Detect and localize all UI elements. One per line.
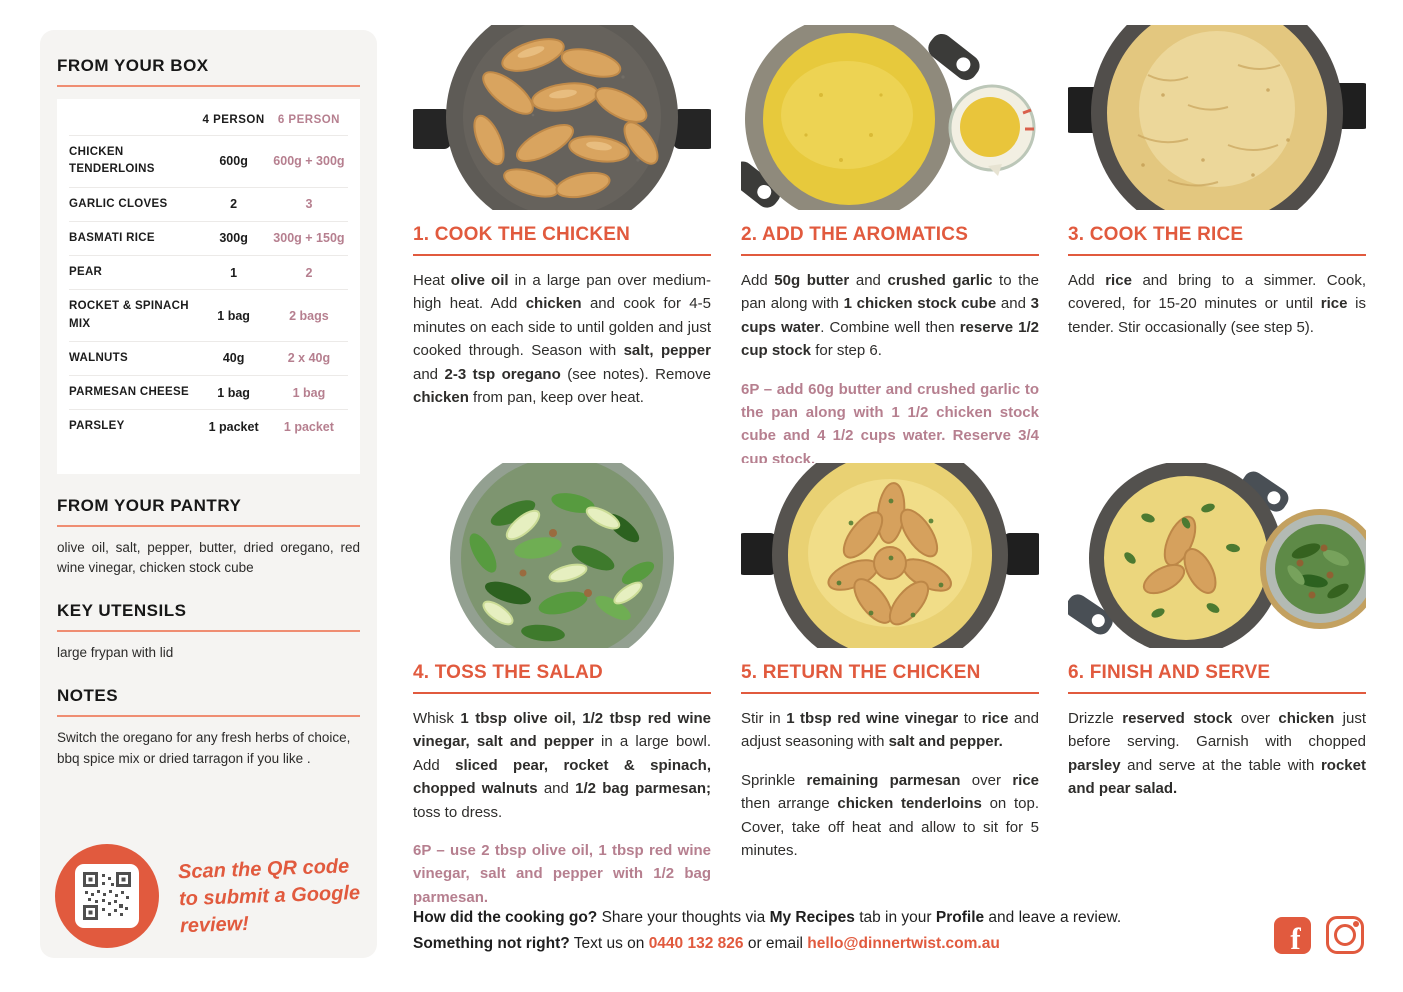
footer-feedback-line: How did the cooking go? Share your thoug… — [413, 909, 1122, 926]
chicken-in-pan-photo — [413, 25, 711, 210]
instagram-flash-dot — [1353, 921, 1359, 927]
step-6-instructions: Drizzle reserved stock over chicken just… — [1068, 710, 1366, 798]
social-links: f — [1274, 916, 1364, 954]
ingredients-table: 4 PERSON 6 PERSON CHICKEN TENDERLOINS 60… — [57, 99, 360, 474]
step-5-photo — [741, 463, 1039, 648]
table-row: WALNUTS 40g 2 x 40g — [69, 340, 348, 375]
table-header-row: 4 PERSON 6 PERSON — [69, 103, 348, 135]
stock-pot-photo — [741, 25, 1039, 210]
facebook-icon[interactable]: f — [1274, 916, 1311, 954]
qr-code — [75, 864, 139, 928]
qr-caption: Scan the QR code to submit a Google revi… — [177, 854, 361, 937]
google-review-block: Scan the QR code to submit a Google revi… — [55, 844, 367, 948]
step-2-photo — [741, 25, 1039, 210]
step-5-instructions-2: Sprinkle remaining parmesan over rice th… — [741, 771, 1040, 859]
instagram-lens-ring — [1334, 924, 1356, 946]
step-1: 1. COOK THE CHICKEN Heat olive oil in a … — [413, 25, 711, 424]
key-utensils-title: KEY UTENSILS — [57, 601, 360, 633]
step-2-title: 2. ADD THE AROMATICS — [741, 224, 1039, 256]
instagram-icon[interactable] — [1326, 916, 1364, 954]
table-row: ROCKET & SPINACH MIX 1 bag 2 bags — [69, 289, 348, 341]
footer-contact-mid: or email — [743, 935, 808, 953]
table-row: PARSLEY 1 packet 1 packet — [69, 409, 348, 443]
qr-code-icon — [83, 872, 131, 920]
step-6: 6. FINISH AND SERVE Drizzle reserved sto… — [1068, 463, 1366, 816]
from-your-box-title: FROM YOUR BOX — [57, 56, 360, 87]
phone-number[interactable]: 0440 132 826 — [648, 935, 744, 953]
footer-contact-prefix: Something not right? Text us on — [413, 935, 649, 953]
table-row: PARMESAN CHEESE 1 bag 1 bag — [69, 375, 348, 409]
from-your-pantry-title: FROM YOUR PANTRY — [57, 496, 360, 527]
step-6-photo — [1068, 463, 1366, 648]
notes-section: NOTES Switch the oregano for any fresh h… — [57, 686, 360, 770]
step-5-instructions: Stir in 1 tbsp red wine vinegar to rice … — [741, 710, 1039, 751]
step-4-photo — [413, 463, 711, 648]
table-row: BASMATI RICE 300g 300g + 150g — [69, 220, 348, 255]
step-2: 2. ADD THE AROMATICS Add 50g butter and … — [741, 25, 1039, 486]
step-5-title: 5. RETURN THE CHICKEN — [741, 662, 1039, 694]
col-header-6-person: 6 PERSON — [277, 114, 340, 126]
step-1-instructions: Heat olive oil in a large pan over mediu… — [413, 272, 711, 406]
step-4-6p-variation: 6P – use 2 tbsp olive oil, 1 tbsp red wi… — [413, 841, 711, 906]
notes-text: Switch the oregano for any fresh herbs o… — [57, 730, 351, 767]
utensils-text: large frypan with lid — [57, 645, 174, 661]
table-row: GARLIC CLOVES 2 3 — [69, 186, 348, 221]
step-4-instructions: Whisk 1 tbsp olive oil, 1/2 tbsp red win… — [413, 710, 712, 821]
step-1-photo — [413, 25, 711, 210]
step-5: 5. RETURN THE CHICKEN Stir in 1 tbsp red… — [741, 463, 1039, 877]
finished-dish-photo — [1068, 463, 1366, 648]
rice-with-chicken-pan-photo — [741, 463, 1039, 648]
from-your-pantry-section: FROM YOUR PANTRY olive oil, salt, pepper… — [57, 496, 360, 580]
email-link[interactable]: hello@dinnertwist.com.au — [807, 935, 1000, 953]
footer: How did the cooking go? Share your thoug… — [413, 905, 1223, 958]
step-3-title: 3. COOK THE RICE — [1068, 224, 1366, 256]
notes-title: NOTES — [57, 686, 360, 718]
from-your-box-section: FROM YOUR BOX 4 PERSON 6 PERSON CHICKEN … — [57, 56, 360, 474]
table-row: CHICKEN TENDERLOINS 600g 600g + 300g — [69, 135, 348, 187]
step-3-instructions: Add rice and bring to a simmer. Cook, co… — [1068, 272, 1366, 336]
step-3: 3. COOK THE RICE Add rice and bring to a… — [1068, 25, 1366, 354]
rice-pan-photo — [1068, 25, 1366, 210]
table-row: PEAR 1 2 — [69, 255, 348, 289]
key-utensils-section: KEY UTENSILS large frypan with lid — [57, 601, 360, 664]
step-4-title: 4. TOSS THE SALAD — [413, 662, 711, 694]
footer-contact-line: Something not right? Text us on 0440 132… — [413, 931, 1223, 957]
salad-bowl-photo — [413, 463, 711, 648]
pantry-items: olive oil, salt, pepper, butter, dried o… — [57, 539, 360, 576]
step-1-title: 1. COOK THE CHICKEN — [413, 224, 711, 256]
ingredients-sidebar: FROM YOUR BOX 4 PERSON 6 PERSON CHICKEN … — [40, 30, 377, 958]
step-2-6p-variation: 6P – add 60g butter and crushed garlic t… — [741, 380, 1039, 468]
step-3-photo — [1068, 25, 1366, 210]
step-2-instructions: Add 50g butter and crushed garlic to the… — [741, 272, 1040, 360]
step-6-title: 6. FINISH AND SERVE — [1068, 662, 1366, 694]
col-header-4-person: 4 PERSON — [202, 114, 265, 126]
step-4: 4. TOSS THE SALAD Whisk 1 tbsp olive oil… — [413, 463, 711, 924]
qr-circle-badge — [55, 844, 159, 948]
